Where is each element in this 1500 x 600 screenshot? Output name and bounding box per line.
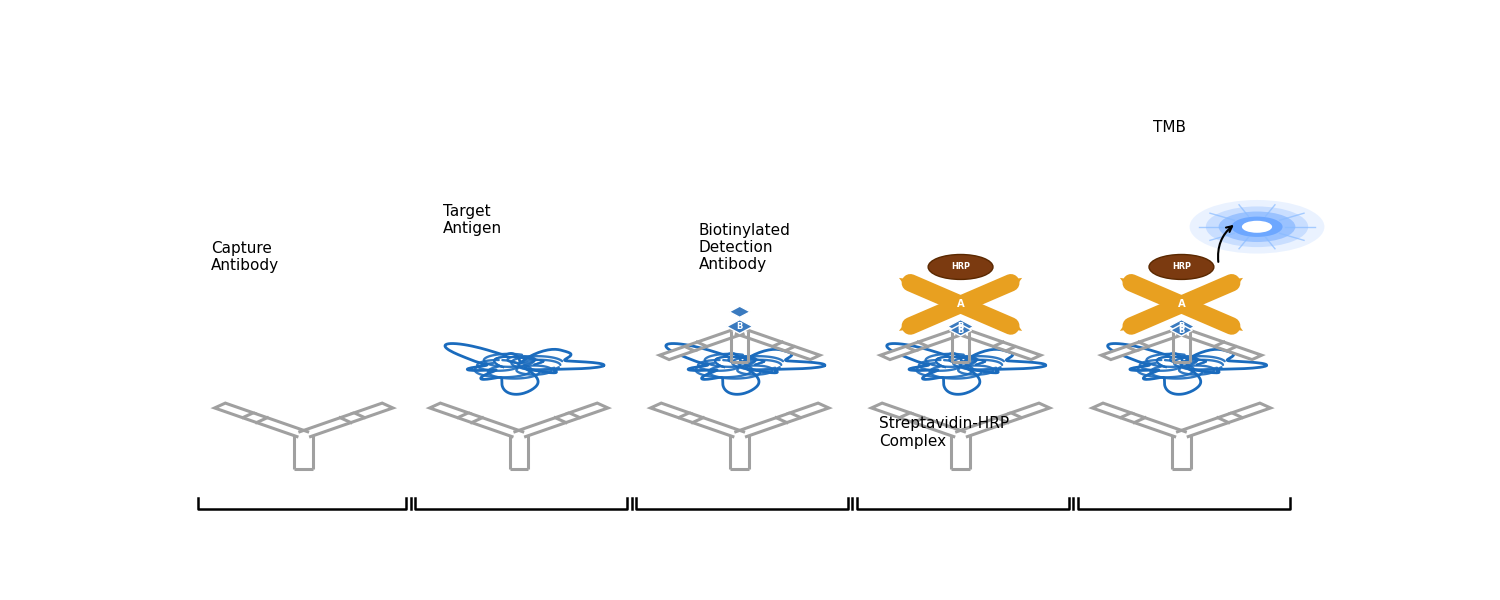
Polygon shape [651,403,688,418]
Polygon shape [1007,346,1041,359]
Circle shape [1232,217,1282,237]
Ellipse shape [1149,254,1214,280]
Polygon shape [1232,403,1270,418]
Polygon shape [1227,346,1262,359]
Polygon shape [880,346,915,359]
Polygon shape [1005,278,1022,285]
Polygon shape [1092,403,1131,418]
Text: HRP: HRP [951,262,970,271]
Polygon shape [1120,278,1137,285]
Polygon shape [1226,324,1244,331]
Polygon shape [660,346,694,359]
Circle shape [1218,212,1296,242]
Polygon shape [1170,325,1192,336]
Polygon shape [1120,324,1137,331]
Polygon shape [214,403,254,418]
Polygon shape [790,403,830,418]
Polygon shape [784,346,820,359]
Polygon shape [950,325,972,336]
Text: B: B [1179,326,1185,335]
Polygon shape [729,306,750,317]
Text: Capture
Antibody: Capture Antibody [210,241,279,273]
Polygon shape [898,324,916,331]
Polygon shape [1011,403,1050,418]
Polygon shape [726,320,753,334]
Text: B: B [736,322,742,331]
Text: Streptavidin-HRP
Complex: Streptavidin-HRP Complex [879,416,1010,449]
Ellipse shape [928,254,993,280]
Text: HRP: HRP [1172,262,1191,271]
Text: Target
Antigen: Target Antigen [444,203,503,236]
Circle shape [1242,221,1272,233]
Circle shape [1206,206,1308,247]
Polygon shape [354,403,393,418]
Polygon shape [871,403,910,418]
Text: B: B [957,322,963,331]
Polygon shape [898,278,916,285]
Text: A: A [957,299,964,310]
Polygon shape [1168,320,1194,334]
Polygon shape [1101,346,1136,359]
Text: B: B [957,326,963,335]
Polygon shape [1226,278,1244,285]
Text: A: A [1178,299,1185,310]
Text: Biotinylated
Detection
Antibody: Biotinylated Detection Antibody [699,223,790,272]
Polygon shape [429,403,468,418]
Polygon shape [948,320,974,334]
Circle shape [1190,200,1324,254]
Polygon shape [570,403,608,418]
Text: TMB: TMB [1154,120,1186,135]
Text: B: B [1179,322,1185,331]
Polygon shape [1005,324,1022,331]
